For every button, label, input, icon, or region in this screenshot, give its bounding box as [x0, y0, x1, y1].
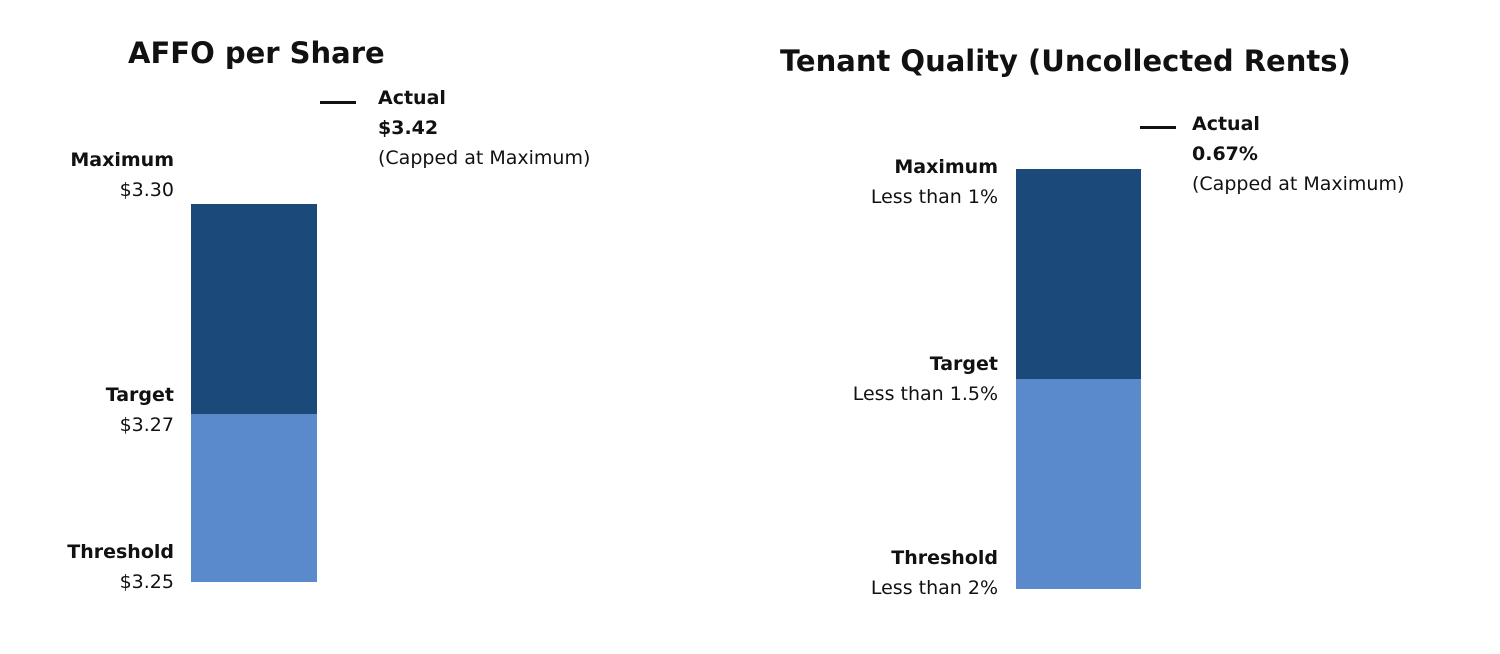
actual-label: Actual [1192, 113, 1260, 135]
chart-title: AFFO per Share [128, 36, 385, 70]
level-value: $3.25 [119, 571, 174, 593]
tenant-quality-bar-chart [1016, 169, 1141, 589]
actual-annotation: Actual $3.42 (Capped at Maximum) [378, 83, 590, 173]
bar-segment-threshold-to-target [1016, 379, 1141, 589]
actual-annotation: Actual 0.67% (Capped at Maximum) [1192, 109, 1404, 199]
actual-marker [1140, 126, 1176, 129]
actual-note: (Capped at Maximum) [1192, 173, 1405, 195]
level-name: Maximum [894, 156, 998, 178]
bar-segment-threshold-to-target [191, 414, 317, 582]
level-label-maximum: Maximum $3.30 [70, 145, 174, 205]
level-label-maximum: Maximum Less than 1% [871, 152, 998, 212]
bar-segment-target-to-maximum [1016, 169, 1141, 379]
level-label-target: Target $3.27 [106, 380, 174, 440]
level-name: Target [929, 353, 998, 375]
affo-bar-chart [191, 204, 317, 582]
level-value: $3.30 [119, 179, 174, 201]
level-value: $3.27 [119, 414, 174, 436]
level-value: Less than 1% [870, 186, 998, 208]
level-name: Threshold [891, 547, 998, 569]
actual-marker [320, 101, 356, 104]
affo-chart-panel: AFFO per Share Maximum $3.30 Target $3.2… [0, 0, 740, 654]
level-label-threshold: Threshold $3.25 [67, 537, 174, 597]
actual-note: (Capped at Maximum) [378, 147, 591, 169]
actual-label: Actual [378, 87, 446, 109]
level-name: Threshold [67, 541, 174, 563]
tenant-quality-chart-panel: Tenant Quality (Uncollected Rents) Maxim… [740, 0, 1500, 654]
bar-segment-target-to-maximum [191, 204, 317, 414]
level-value: Less than 1.5% [852, 383, 998, 405]
chart-title: Tenant Quality (Uncollected Rents) [780, 44, 1351, 78]
level-label-target: Target Less than 1.5% [853, 349, 998, 409]
level-label-threshold: Threshold Less than 2% [871, 543, 998, 603]
level-name: Target [105, 384, 174, 406]
level-name: Maximum [70, 149, 174, 171]
actual-value: 0.67% [1192, 143, 1258, 165]
level-value: Less than 2% [870, 577, 998, 599]
actual-value: $3.42 [378, 117, 439, 139]
